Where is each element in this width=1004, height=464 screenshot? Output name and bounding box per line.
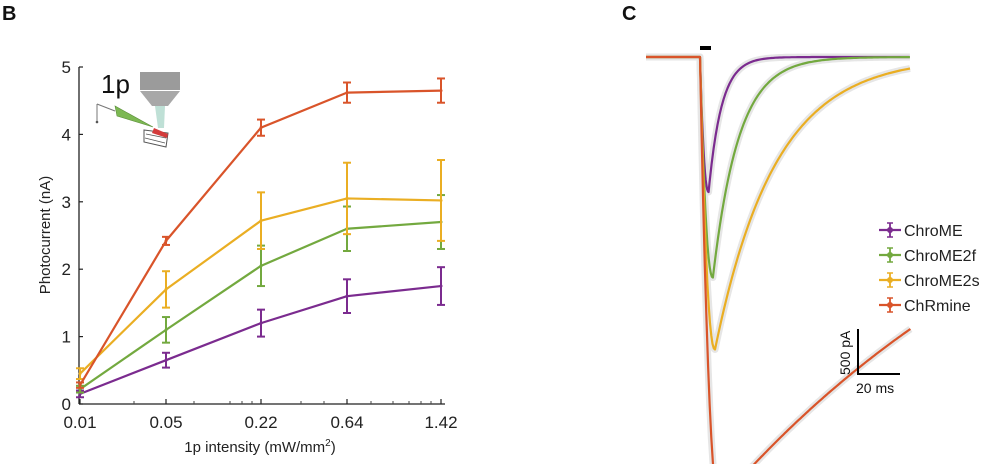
objective-lens [140,91,180,106]
data-point [78,372,82,376]
y-tick-label: 1 [62,328,71,347]
y-tick-label: 4 [62,125,71,144]
y-tick-label: 0 [62,395,71,414]
data-point [259,321,263,325]
data-point [78,383,82,387]
y-tick-label: 3 [62,193,71,212]
stimulus-bar [700,46,711,50]
one-photon-setup-illustration: 1p [95,69,180,148]
x-tick-label: 0.22 [244,413,277,432]
legend: ChroME ChroME2f ChroME2s ChRmine [879,222,980,315]
data-point [164,358,168,362]
data-point [439,198,443,202]
data-point [164,287,168,291]
data-point [439,284,443,288]
data-point [345,196,349,200]
series-group [76,77,445,399]
panel-c-traces: ChroME ChroME2f ChroME2s ChRmine 500 pA 20 … [646,46,980,464]
inset-label: 1p [101,69,130,99]
series-chrome2s [76,159,445,381]
panel-b-chart: 0 1 2 3 4 5 0.01 0.05 0.22 0.64 1.42 Photocurrent … [37,58,458,456]
scale-bar-y-label: 500 pA [837,330,853,375]
legend-label: ChroME [904,223,963,240]
pipette [114,105,154,128]
scale-bar: 500 pA 20 ms [837,329,900,396]
series-line [79,284,442,395]
data-point [345,91,349,95]
legend-item-chrome: ChroME [879,222,963,240]
y-tick-label: 5 [62,58,71,77]
data-point [439,89,443,93]
light-cone [155,106,165,128]
trace-chrome2s [646,55,911,351]
objective-body [140,72,180,90]
trace-chrome2f [646,55,910,279]
data-point [259,126,263,130]
x-tick-label: 0.64 [330,413,363,432]
x-axis-title: 1p intensity (mW/mm2) [184,438,335,456]
legend-label: ChroME2f [904,248,977,265]
scale-bar-x-label: 20 ms [856,380,894,396]
panel-label-c: C [622,3,636,25]
trace-sem-band [646,53,913,464]
data-point [164,328,168,332]
legend-item-chrome2f: ChroME2f [879,247,977,265]
traces-group [646,53,913,464]
legend-item-chrmine: ChRmine [879,297,971,315]
axes: 0 1 2 3 4 5 0.01 0.05 0.22 0.64 1.42 [62,58,458,432]
trace-sem-band [646,53,912,281]
x-tick-label: 0.01 [63,413,96,432]
expressing-region [152,128,168,138]
data-point [259,219,263,223]
data-point [164,239,168,243]
data-point [259,264,263,268]
y-tick-label: 2 [62,260,71,279]
panel-label-b: B [2,3,16,25]
trace-sem-band [646,53,912,353]
legend-label: ChroME2s [904,273,980,290]
x-tick-label: 0.05 [149,413,182,432]
x-tick-label: 1.42 [424,413,457,432]
legend-item-chrome2s: ChroME2s [879,272,980,290]
legend-label: ChRmine [904,298,971,315]
series-chrmine [76,77,445,389]
y-axis-title: Photocurrent (nA) [37,176,54,294]
trace-chrmine [646,55,912,464]
data-point [345,294,349,298]
